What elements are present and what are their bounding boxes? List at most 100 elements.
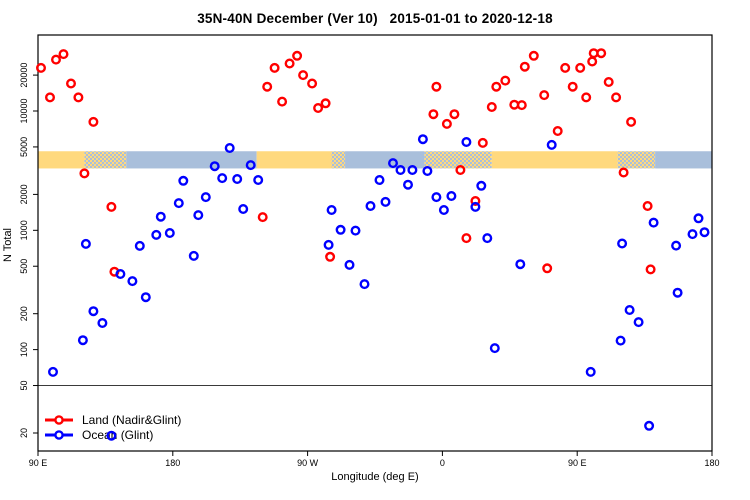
data-point-land: [441, 118, 452, 129]
data-point-land: [428, 109, 439, 120]
data-point-ocean: [489, 343, 500, 354]
data-point-ocean: [134, 240, 145, 251]
legend: Land (Nadir&Glint) Ocean (Glint): [44, 412, 181, 442]
y-tick-label: 100: [19, 342, 29, 357]
data-point-land: [106, 201, 117, 212]
data-point-land: [486, 101, 497, 112]
data-point-ocean: [438, 204, 449, 215]
data-point-land: [477, 137, 488, 148]
y-tick-label: 1000: [19, 220, 29, 240]
data-point-land: [528, 50, 539, 61]
data-point-ocean: [546, 139, 557, 150]
data-point-ocean: [97, 318, 108, 329]
data-point-land: [313, 102, 324, 113]
data-point-ocean: [374, 174, 385, 185]
data-point-ocean: [431, 192, 442, 203]
data-point-ocean: [407, 164, 418, 175]
data-point-land: [618, 167, 629, 178]
x-tick-label: 90 W: [297, 458, 319, 468]
legend-item-land: Land (Nadir&Glint): [44, 412, 181, 427]
y-tick-label: 50: [19, 381, 29, 391]
data-point-land: [642, 200, 653, 211]
legend-item-ocean: Ocean (Glint): [44, 427, 181, 442]
data-point-land: [277, 96, 288, 107]
data-point-land: [298, 70, 309, 81]
data-point-land: [449, 109, 460, 120]
surface-band-segment-mixed: [617, 151, 656, 169]
data-point-land: [461, 233, 472, 244]
data-point-ocean: [672, 287, 683, 298]
data-point-ocean: [80, 238, 91, 249]
surface-band-segment-land: [256, 151, 332, 169]
data-point-land: [431, 81, 442, 92]
data-point-land: [542, 263, 553, 274]
data-point-land: [603, 76, 614, 87]
y-tick-label: 20000: [19, 63, 29, 88]
data-point-ocean: [359, 279, 370, 290]
surface-band-segment-mixed: [84, 151, 127, 169]
data-point-land: [45, 92, 56, 103]
data-point-ocean: [615, 335, 626, 346]
data-point-ocean: [380, 196, 391, 207]
data-point-land: [58, 49, 69, 60]
data-point-ocean: [350, 225, 361, 236]
x-axis-title: Longitude (deg E): [331, 471, 419, 483]
data-point-ocean: [193, 210, 204, 221]
legend-label-ocean: Ocean (Glint): [82, 427, 154, 442]
surface-band-segment-land: [491, 151, 618, 169]
data-point-land: [645, 264, 656, 275]
data-point-ocean: [188, 250, 199, 261]
data-point-ocean: [515, 259, 526, 270]
data-point-ocean: [687, 229, 698, 240]
data-point-ocean: [323, 239, 334, 250]
data-point-land: [567, 81, 578, 92]
data-point-ocean: [648, 217, 659, 228]
land-marker-icon: [45, 414, 73, 425]
plot-box: [37, 34, 713, 452]
data-point-ocean: [77, 335, 88, 346]
data-point-land: [292, 50, 303, 61]
data-point-land: [491, 81, 502, 92]
data-point-land: [509, 99, 520, 110]
data-point-ocean: [644, 420, 655, 431]
surface-band-segment-mixed: [331, 151, 346, 169]
data-point-land: [36, 62, 47, 73]
data-point-ocean: [173, 198, 184, 209]
y-tick-label: 20: [19, 428, 29, 438]
ocean-marker-icon: [45, 429, 73, 440]
data-point-ocean: [388, 158, 399, 169]
data-point-land: [587, 56, 598, 67]
data-point-ocean: [671, 240, 682, 251]
data-point-ocean: [403, 179, 414, 190]
data-point-ocean: [232, 173, 243, 184]
data-point-ocean: [224, 142, 235, 153]
x-tick-label: 90 E: [568, 458, 587, 468]
x-tick-label: 180: [704, 458, 719, 468]
data-point-land: [109, 266, 120, 277]
surface-band-segment-ocean: [655, 151, 712, 169]
data-point-ocean: [217, 173, 228, 184]
data-point-ocean: [238, 203, 249, 214]
data-point-ocean: [417, 134, 428, 145]
surface-band-segment-mixed: [424, 151, 492, 169]
data-point-ocean: [461, 136, 472, 147]
data-point-land: [269, 62, 280, 73]
data-point-land: [470, 195, 481, 206]
y-tick-label: 2000: [19, 184, 29, 204]
data-point-land: [73, 92, 84, 103]
surface-band-segment-ocean: [126, 151, 257, 169]
data-point-ocean: [693, 213, 704, 224]
data-point-land: [325, 251, 336, 262]
x-tick-label: 90 E: [29, 458, 48, 468]
data-point-land: [307, 78, 318, 89]
data-point-ocean: [365, 200, 376, 211]
data-point-ocean: [585, 366, 596, 377]
data-point-ocean: [48, 366, 59, 377]
data-point-ocean: [395, 164, 406, 175]
data-point-land: [88, 116, 99, 127]
data-point-land: [539, 90, 550, 101]
data-point-land: [611, 92, 622, 103]
data-point-ocean: [140, 292, 151, 303]
y-axis-title: N Total: [2, 227, 14, 263]
